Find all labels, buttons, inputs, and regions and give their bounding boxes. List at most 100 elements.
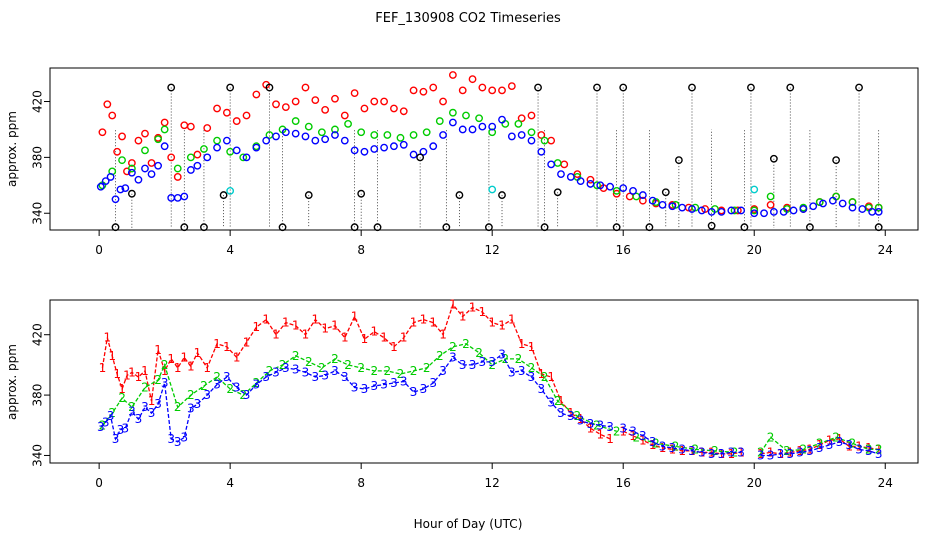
data-point xyxy=(222,136,231,145)
data-point-label: 3 xyxy=(767,448,775,462)
data-point-label: 3 xyxy=(855,442,863,456)
data-point xyxy=(154,161,162,170)
data-point xyxy=(606,182,615,191)
data-point-label: 1 xyxy=(518,337,526,351)
data-point-label: 3 xyxy=(737,445,745,459)
data-point-label: 3 xyxy=(708,447,716,461)
data-point xyxy=(478,83,487,92)
series-2-points xyxy=(98,108,883,215)
data-point xyxy=(291,97,300,106)
data-point-label: 3 xyxy=(311,370,319,384)
x-tick-label: 12 xyxy=(485,243,500,257)
data-point xyxy=(350,223,359,232)
x-tick-label: 16 xyxy=(616,243,631,257)
data-point-label: 3 xyxy=(449,350,457,364)
data-point-label: 1 xyxy=(587,421,595,435)
data-point xyxy=(566,173,575,181)
data-point xyxy=(340,111,349,120)
data-point-label: 1 xyxy=(538,367,546,381)
data-point xyxy=(118,132,126,141)
data-point xyxy=(291,129,300,138)
data-point-label: 1 xyxy=(577,412,585,426)
data-point-label: 3 xyxy=(757,448,765,462)
data-point-label: 2 xyxy=(488,358,496,372)
data-point-label: 2 xyxy=(279,358,287,372)
data-point xyxy=(390,142,398,151)
data-point xyxy=(116,185,125,194)
data-point xyxy=(383,131,392,139)
data-point-label: 3 xyxy=(331,364,339,378)
data-point xyxy=(200,145,208,153)
data-point xyxy=(350,89,359,98)
data-point-label: 2 xyxy=(253,376,261,390)
data-point-label: 1 xyxy=(727,447,735,461)
data-point xyxy=(160,142,169,151)
series-line xyxy=(636,436,735,454)
data-point xyxy=(350,146,359,155)
data-point xyxy=(832,156,841,165)
data-point xyxy=(193,150,202,159)
data-point xyxy=(232,146,241,155)
data-point-label: 2 xyxy=(397,367,405,381)
data-point-label: 1 xyxy=(141,364,149,378)
data-point-label: 2 xyxy=(344,358,352,372)
data-point xyxy=(488,86,497,95)
data-point xyxy=(560,160,569,169)
data-point-label: 3 xyxy=(606,420,614,434)
data-point xyxy=(638,191,647,199)
top-x-axis: 0 4 8 12 16 20 24 xyxy=(95,230,893,257)
data-point xyxy=(855,83,863,92)
data-point-label: 3 xyxy=(567,409,575,423)
data-point xyxy=(612,189,621,198)
top-y-axis: 340 380 420 xyxy=(31,90,50,225)
data-point xyxy=(239,153,248,162)
data-point xyxy=(186,153,195,162)
data-point xyxy=(468,75,477,84)
x-tick-label: 20 xyxy=(747,476,762,490)
data-point-label: 1 xyxy=(243,335,251,349)
data-point xyxy=(547,136,556,145)
data-point-label: 2 xyxy=(200,379,208,393)
data-point xyxy=(717,207,726,216)
data-point-label: 3 xyxy=(826,438,834,452)
data-point xyxy=(455,191,464,199)
data-point-label: 1 xyxy=(380,331,388,345)
data-point-label: 2 xyxy=(292,349,300,363)
data-point-label: 3 xyxy=(786,447,794,461)
data-point-label: 2 xyxy=(816,436,824,450)
data-point xyxy=(370,145,379,153)
data-point-label: 1 xyxy=(826,433,834,447)
data-point xyxy=(678,203,687,212)
data-point-label: 3 xyxy=(174,435,182,449)
data-point-label: 1 xyxy=(123,368,131,382)
data-point xyxy=(448,71,457,79)
data-point-label: 1 xyxy=(253,320,261,334)
data-point xyxy=(127,189,136,198)
data-point xyxy=(160,125,169,134)
data-point-label: 2 xyxy=(528,361,536,375)
data-point-label: 3 xyxy=(167,432,175,446)
data-point-label: 2 xyxy=(515,352,523,366)
y-tick-label: 340 xyxy=(31,444,45,467)
data-point-label: 3 xyxy=(557,406,565,420)
data-point-label: 2 xyxy=(541,370,549,384)
data-point xyxy=(760,209,768,218)
data-point-label: 2 xyxy=(213,370,221,384)
data-point xyxy=(786,83,795,92)
data-point-label: 1 xyxy=(459,310,467,324)
data-point-label: 2 xyxy=(574,409,582,423)
data-point-label: 1 xyxy=(567,406,575,420)
data-point xyxy=(321,135,330,144)
data-point-label: 1 xyxy=(498,319,506,333)
data-point-label: 1 xyxy=(420,313,428,327)
x-tick-label: 4 xyxy=(226,476,234,490)
data-point-label: 2 xyxy=(226,382,234,396)
series-line xyxy=(101,303,611,440)
data-point-label: 1 xyxy=(596,427,604,441)
data-point xyxy=(399,140,408,149)
data-point xyxy=(576,177,585,186)
data-point xyxy=(557,170,565,179)
data-point xyxy=(304,122,313,131)
